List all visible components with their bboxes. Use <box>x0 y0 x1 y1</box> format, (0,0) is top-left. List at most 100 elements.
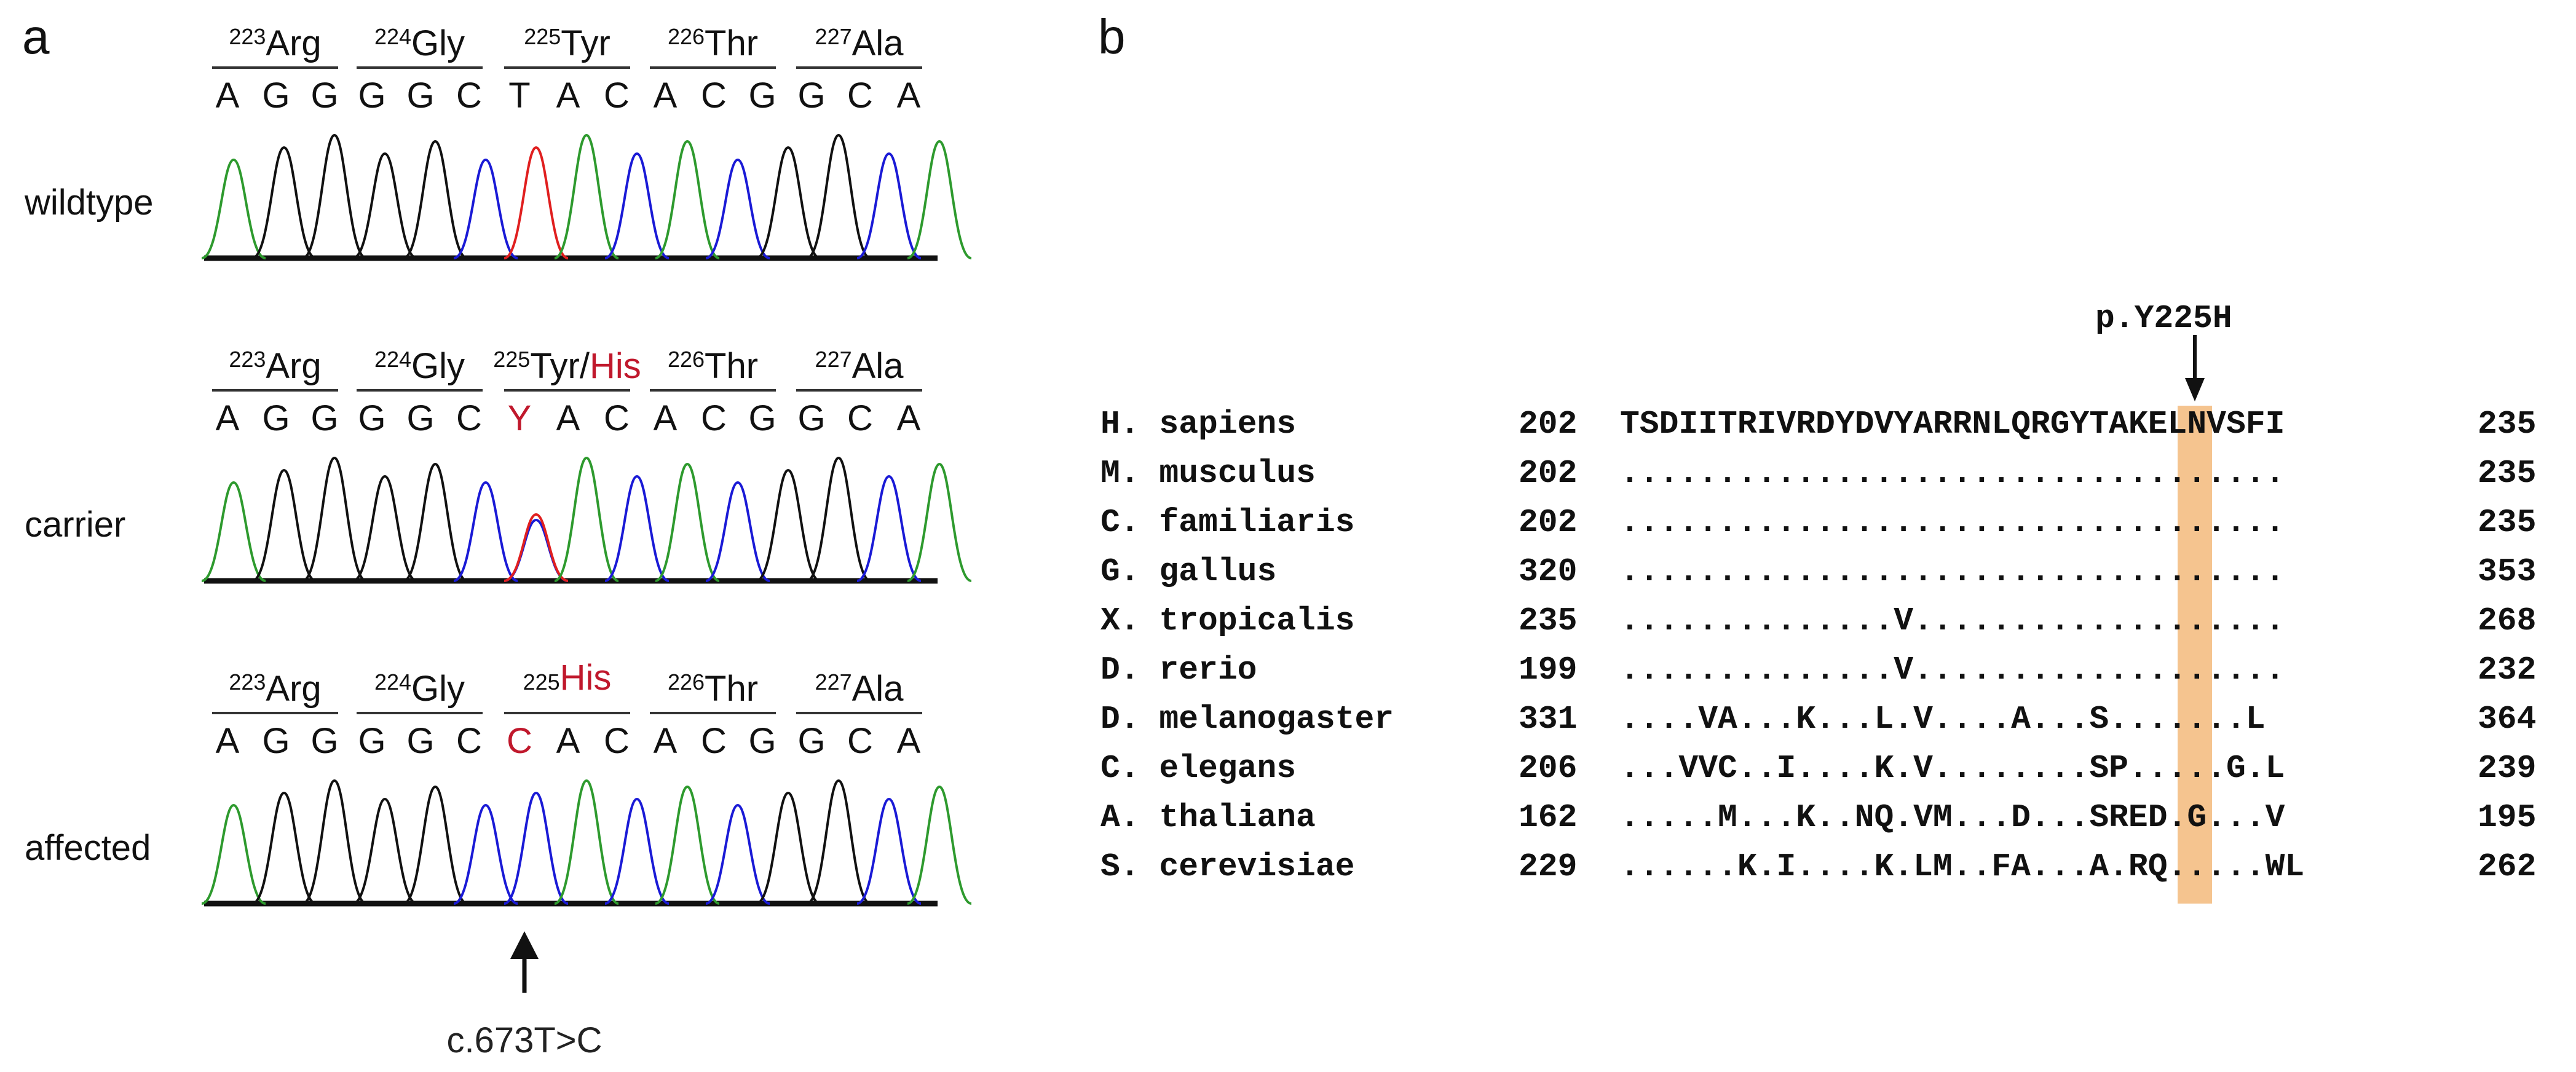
start-position: 320 <box>1519 553 1578 590</box>
base-call: C <box>701 76 727 116</box>
codon-label: 225Tyr/His <box>493 346 641 386</box>
chromatogram-peak <box>907 462 972 582</box>
start-position: 235 <box>1519 602 1578 639</box>
sequence: ..............V................... <box>1620 602 2285 639</box>
chromatogram-peak <box>554 779 619 905</box>
end-position: 235 <box>2478 455 2537 492</box>
chromatogram-peak <box>856 152 922 259</box>
chromatogram-peak <box>251 146 317 259</box>
chromatogram-peak <box>352 475 417 582</box>
chromatogram-peak <box>856 475 922 582</box>
base-call: A <box>897 721 921 761</box>
chromatogram-peak <box>604 475 670 582</box>
base-call: A <box>654 721 678 761</box>
base-call: C <box>604 398 630 438</box>
species-name: G. gallus <box>1100 553 1277 590</box>
chromatogram-peak <box>705 158 770 259</box>
amino-acid: Gly <box>411 669 465 709</box>
codon-label: 224Gly <box>374 346 465 386</box>
base-call: C <box>847 398 873 438</box>
chromatogram-peak <box>705 803 770 905</box>
chromatogram-peak <box>201 803 266 905</box>
chromatogram-peak <box>907 140 972 259</box>
amino-acid: Gly <box>411 23 465 63</box>
start-position: 206 <box>1519 750 1578 787</box>
base-call: C <box>847 76 873 116</box>
sequence: .................................. <box>1620 553 2285 590</box>
chromatogram-peak <box>251 468 317 582</box>
base-call: G <box>406 76 434 116</box>
codon-number: 227 <box>815 24 852 49</box>
codon-number: 226 <box>668 669 705 695</box>
base-call: G <box>262 721 290 761</box>
species-name: H. sapiens <box>1100 406 1297 443</box>
chromatogram-peak <box>403 462 468 582</box>
chromatogram-peak <box>504 513 569 582</box>
base-call: G <box>262 398 290 438</box>
base-call: C <box>604 721 630 761</box>
base-call: A <box>556 721 580 761</box>
base-call: A <box>216 721 240 761</box>
amino-acid: Arg <box>266 23 321 63</box>
end-position: 353 <box>2478 553 2537 590</box>
base-call: G <box>797 76 825 116</box>
amino-acid: Ala <box>852 23 904 63</box>
end-position: 235 <box>2478 406 2537 443</box>
codon-number: 224 <box>374 24 411 49</box>
chromatogram-peak <box>554 456 619 582</box>
start-position: 202 <box>1519 406 1578 443</box>
base-call: G <box>310 398 338 438</box>
mutation-arrow-head <box>510 931 539 959</box>
sequence: ..............V................... <box>1620 652 2285 688</box>
codon-label: 226Thr <box>668 23 758 63</box>
chromatogram-peak <box>352 797 417 905</box>
base-call: Y <box>508 398 532 438</box>
chromatogram-peak <box>453 803 518 905</box>
chromatogram-peak <box>403 140 468 259</box>
codon-label: 223Arg <box>229 346 321 386</box>
codon-number: 226 <box>668 347 705 372</box>
panel-b-label: b <box>1098 9 1126 64</box>
base-call: G <box>748 76 776 116</box>
chromatogram-peak <box>302 133 367 259</box>
species-name: C. familiaris <box>1100 504 1355 541</box>
sequence: ......K.I....K.LM..FA...A.RQ.....WL <box>1620 848 2305 885</box>
base-call: C <box>507 721 532 761</box>
mutation-column-highlight <box>2178 406 2212 904</box>
sequence: .....M...K..NQ.VM...D...SRED.G...V <box>1620 799 2285 836</box>
base-call: A <box>897 76 921 116</box>
amino-acid: Tyr/ <box>530 346 590 386</box>
chromatogram-peak <box>655 785 720 905</box>
base-call: A <box>556 398 580 438</box>
chromatogram-peak <box>201 158 266 259</box>
sequence: .................................. <box>1620 455 2285 492</box>
chromatogram-peak <box>302 456 367 582</box>
codon-number: 225 <box>493 347 530 372</box>
base-call: G <box>748 398 776 438</box>
codon-number: 223 <box>229 347 266 372</box>
base-call: C <box>847 721 873 761</box>
start-position: 202 <box>1519 455 1578 492</box>
species-name: C. elegans <box>1100 750 1297 787</box>
sequence: ...VVC..I....K.V........SP.....G.L <box>1620 750 2285 787</box>
base-call: G <box>310 721 338 761</box>
mutation-annotation: c.673T>C <box>446 1020 602 1060</box>
chromatogram-peak <box>756 146 821 259</box>
amino-acid: Arg <box>266 669 321 709</box>
start-position: 331 <box>1519 701 1578 738</box>
chromatogram-peak <box>604 797 670 905</box>
chromatogram-peak <box>453 158 518 259</box>
base-call: G <box>358 721 385 761</box>
chromatogram-peak <box>453 481 518 582</box>
start-position: 162 <box>1519 799 1578 836</box>
amino-acid-mutant: His <box>560 658 612 698</box>
codon-number: 227 <box>815 669 852 695</box>
chromatogram-peak <box>705 481 770 582</box>
end-position: 262 <box>2478 848 2537 885</box>
base-call: C <box>456 398 482 438</box>
amino-acid: Thr <box>705 23 758 63</box>
end-position: 364 <box>2478 701 2537 738</box>
base-call: G <box>797 398 825 438</box>
amino-acid-mutant: His <box>590 346 641 386</box>
base-call: A <box>556 76 580 116</box>
